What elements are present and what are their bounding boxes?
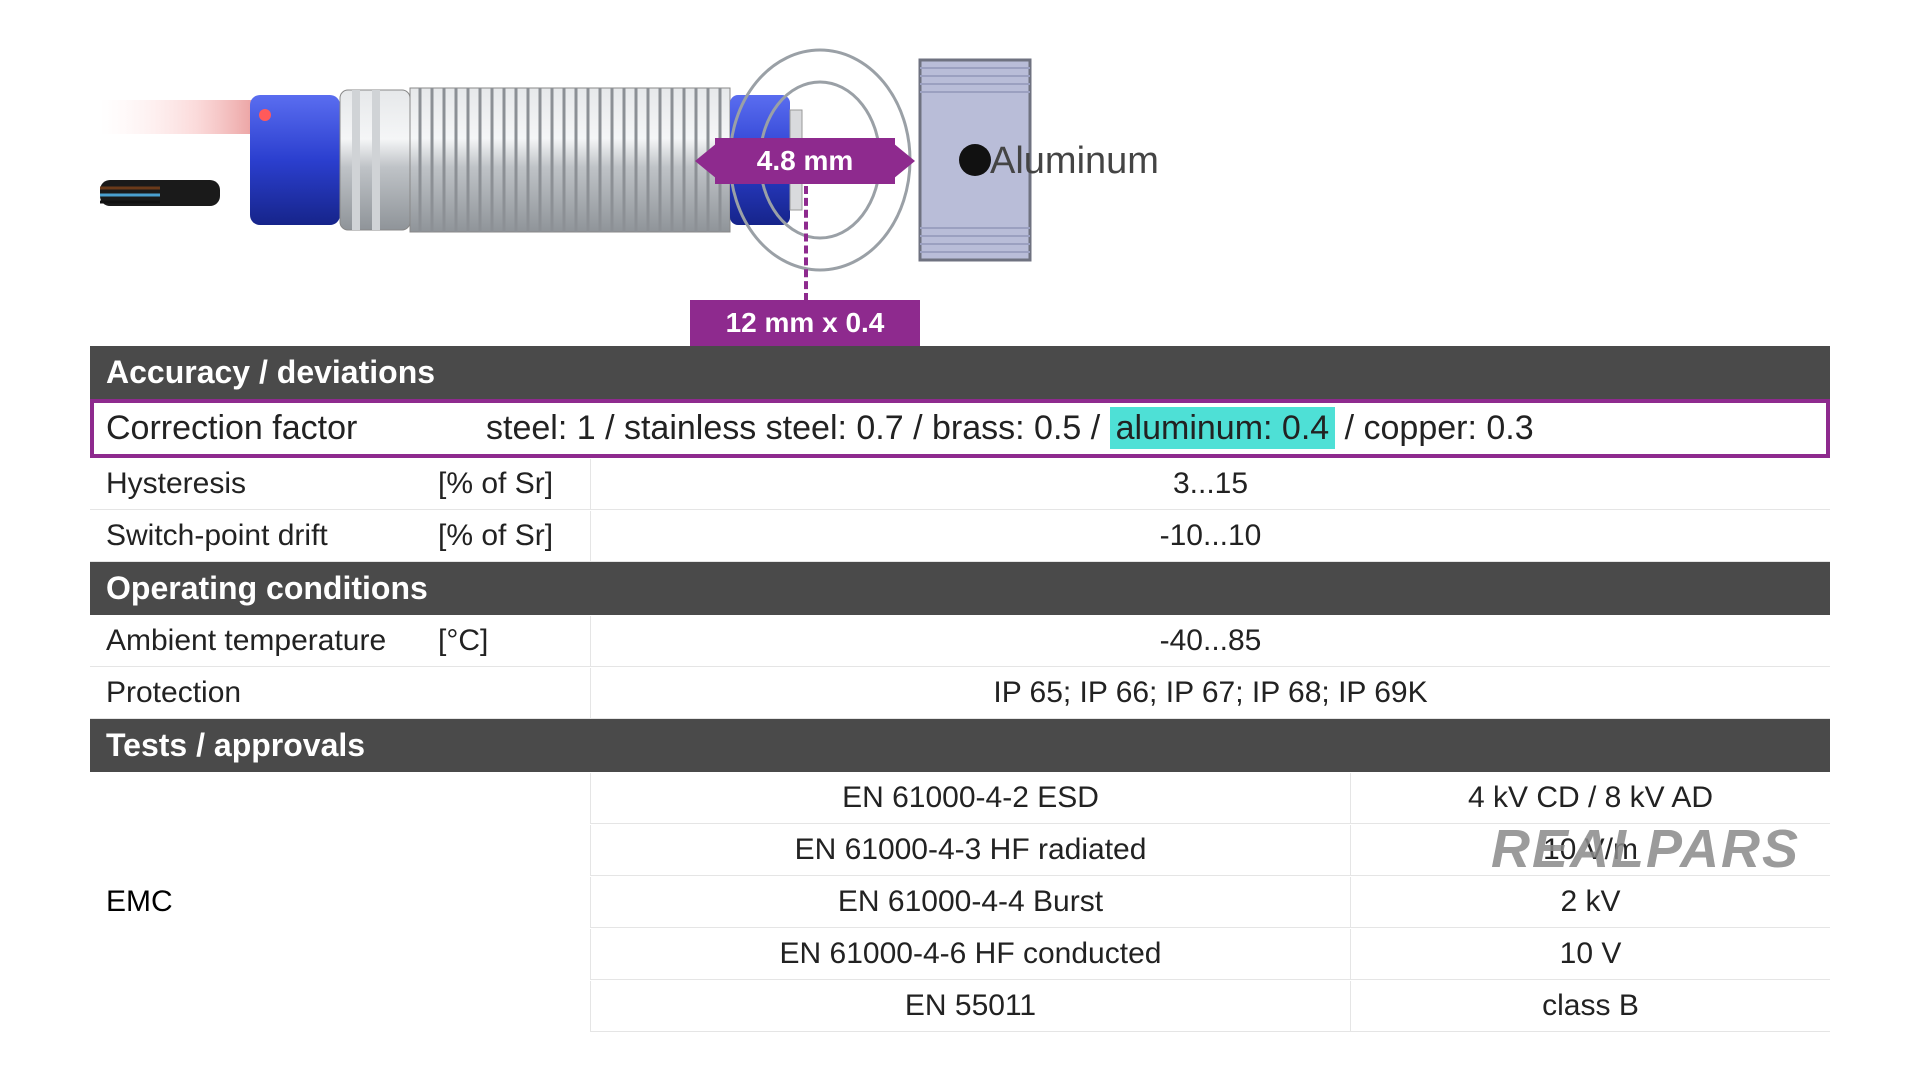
row-unit: [% of Sr] [430,459,590,509]
section-operating-header: Operating conditions [90,562,1830,615]
row-value: -10...10 [590,511,1830,561]
emc-block: EMC EN 61000-4-2 ESD 4 kV CD / 8 kV AD E… [90,772,1830,1032]
row-value: IP 65; IP 66; IP 67; IP 68; IP 69K [590,668,1830,718]
emc-rows: EN 61000-4-2 ESD 4 kV CD / 8 kV AD EN 61… [590,772,1830,1032]
emc-value: 2 kV [1350,877,1830,927]
correction-suffix: / copper: 0.3 [1335,409,1533,447]
row-unit [430,685,590,701]
table-row: EN 61000-4-2 ESD 4 kV CD / 8 kV AD [590,772,1830,824]
table-row: EN 55011 class B [590,980,1830,1032]
row-unit: [°C] [430,616,590,666]
section-accuracy-header: Accuracy / deviations [90,346,1830,399]
emc-standard: EN 61000-4-6 HF conducted [590,929,1350,979]
table-row: Ambient temperature [°C] -40...85 [90,615,1830,667]
correction-prefix: steel: 1 / stainless steel: 0.7 / brass:… [486,409,1110,447]
correction-highlight: aluminum: 0.4 [1110,407,1336,449]
target-material-label: Aluminum [990,140,1159,183]
row-unit: [% of Sr] [430,511,590,561]
distance-badge: 4.8 mm [715,138,895,184]
row-label: Ambient temperature [90,616,430,666]
table-row: EN 61000-4-6 HF conducted 10 V [590,928,1830,980]
table-row: EN 61000-4-4 Burst 2 kV [590,876,1830,928]
row-value: -40...85 [590,616,1830,666]
calculation-badge: 12 mm x 0.4 [690,300,920,346]
datasheet-table: Accuracy / deviations Correction factor … [90,346,1830,1032]
emc-standard: EN 61000-4-4 Burst [590,877,1350,927]
emc-value: 4 kV CD / 8 kV AD [1350,773,1830,823]
emc-value: 10 V [1350,929,1830,979]
row-value: 3...15 [590,459,1830,509]
table-row: Protection IP 65; IP 66; IP 67; IP 68; I… [90,667,1830,719]
watermark-logo: REALPARS [1491,818,1800,880]
correction-factor-values: steel: 1 / stainless steel: 0.7 / brass:… [486,409,1814,448]
correction-factor-label: Correction factor [106,409,486,448]
table-row: Switch-point drift [% of Sr] -10...10 [90,510,1830,562]
emc-standard: EN 55011 [590,981,1350,1031]
table-row: Hysteresis [% of Sr] 3...15 [90,458,1830,510]
emc-label: EMC [90,772,590,1032]
emc-value: class B [1350,981,1830,1031]
emc-standard: EN 61000-4-2 ESD [590,773,1350,823]
row-label: Switch-point drift [90,511,430,561]
section-tests-header: Tests / approvals [90,719,1830,772]
row-label: Protection [90,668,430,718]
emc-standard: EN 61000-4-3 HF radiated [590,825,1350,875]
connector-line [804,186,808,301]
correction-factor-row: Correction factor steel: 1 / stainless s… [90,399,1830,458]
row-label: Hysteresis [90,459,430,509]
